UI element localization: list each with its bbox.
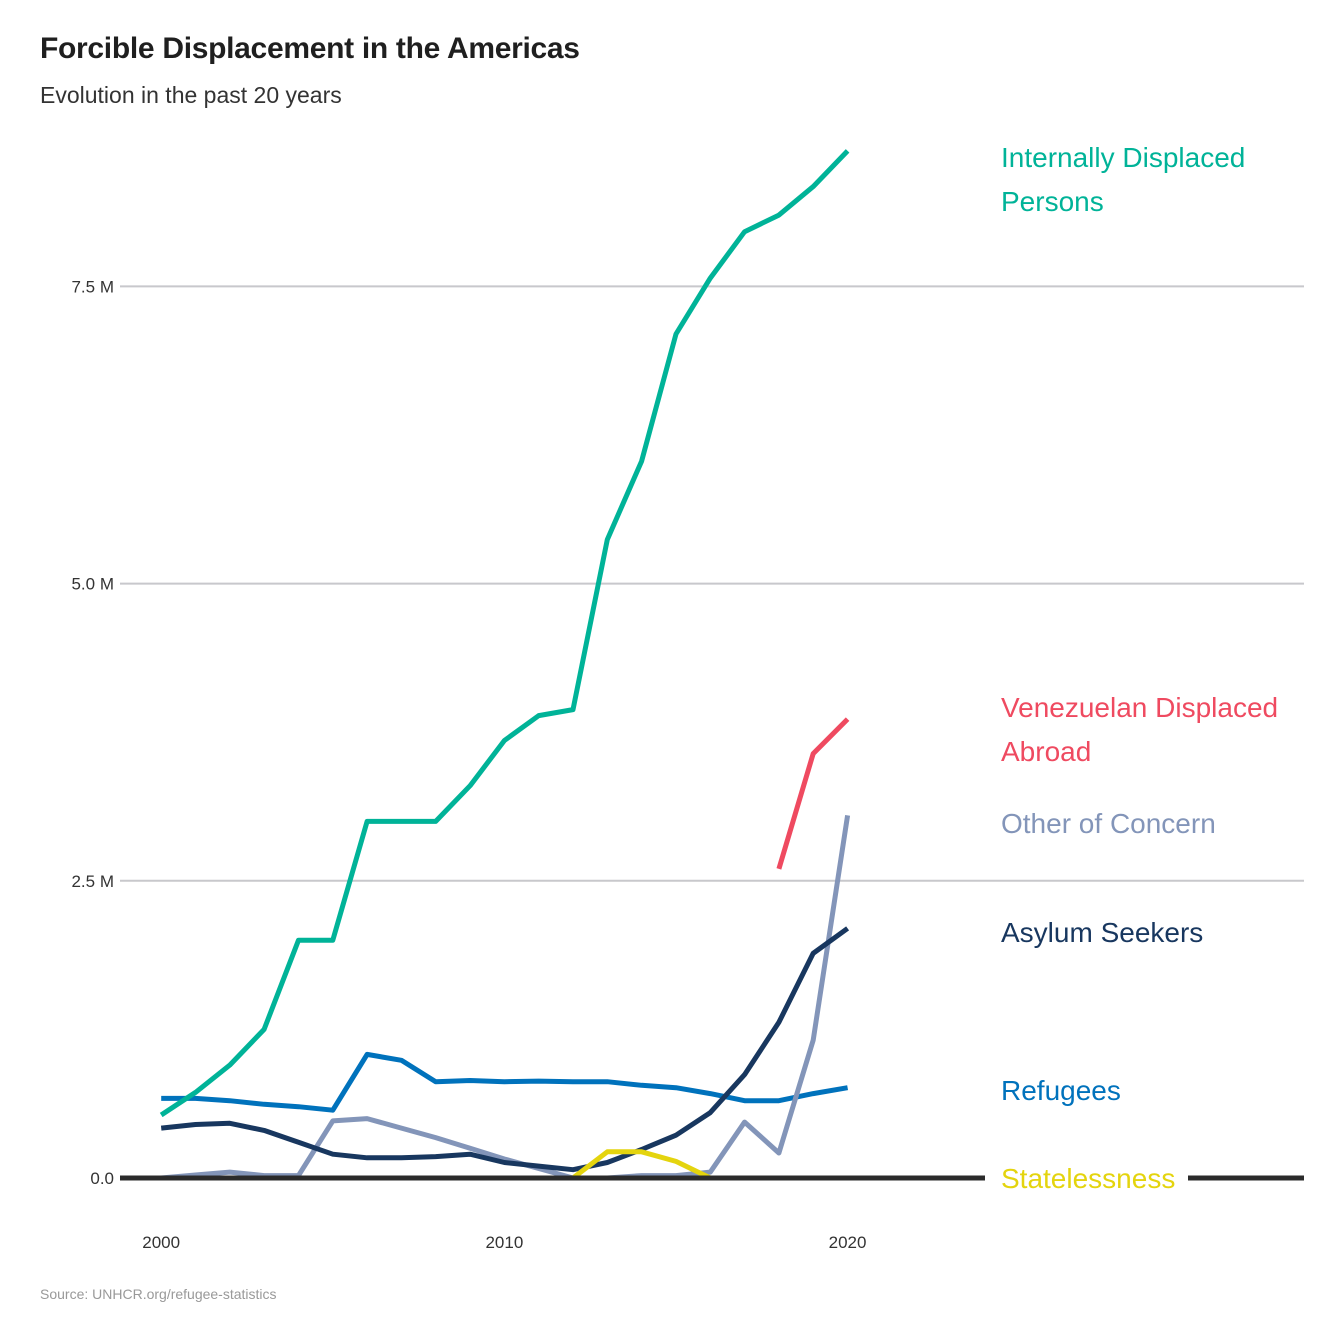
y-tick-label: 2.5 M	[71, 872, 114, 891]
x-tick-label: 2000	[142, 1233, 180, 1252]
x-tick-label: 2020	[829, 1233, 867, 1252]
series-line-internally-displaced-persons	[159, 149, 850, 1118]
series-label: Refugees	[1001, 1075, 1121, 1106]
series-label: Asylum Seekers	[1001, 917, 1203, 948]
y-tick-label: 7.5 M	[71, 277, 114, 296]
chart-subtitle: Evolution in the past 20 years	[40, 82, 342, 108]
series-line-venezuelan-displaced-abroad	[776, 717, 850, 870]
series-label: Abroad	[1001, 736, 1091, 767]
series-line-other-of-concern	[160, 815, 851, 1181]
series-label: Internally Displaced	[1001, 142, 1245, 173]
series-line-refugees	[161, 1051, 849, 1113]
source-note: Source: UNHCR.org/refugee-statistics	[40, 1286, 277, 1302]
series-label: Statelessness	[1001, 1163, 1175, 1194]
chart-title: Forcible Displacement in the Americas	[40, 32, 580, 65]
y-tick-label: 0.0	[90, 1169, 114, 1188]
series-label: Persons	[1001, 186, 1104, 217]
y-tick-label: 5.0 M	[71, 575, 114, 594]
series-label: Other of Concern	[1001, 808, 1216, 839]
x-tick-label: 2010	[485, 1233, 523, 1252]
series-line-asylum-seekers	[160, 926, 850, 1173]
series-label: Venezuelan Displaced	[1001, 692, 1278, 723]
